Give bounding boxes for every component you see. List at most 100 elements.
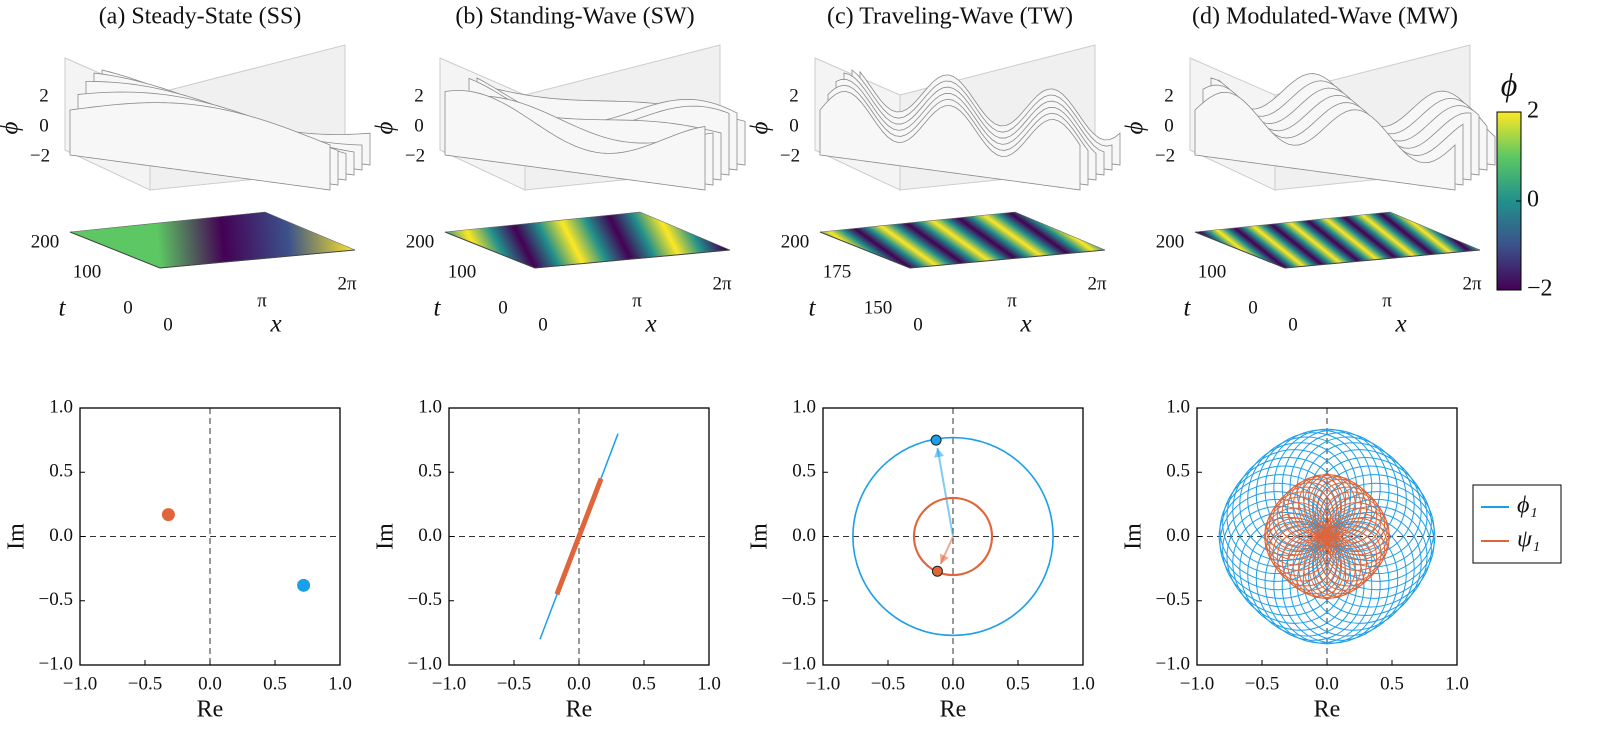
x-tick-label: 1.0 [328,673,352,694]
rosette-loop [1289,432,1399,550]
rosette-loop [1326,512,1390,571]
z-axis-label: ϕ [747,121,774,134]
t-tick-label: 200 [781,231,810,252]
y-tick-label: −1.0 [782,653,816,674]
z-tick-label: −2 [1155,145,1175,166]
t-tick-label: 0 [1248,297,1258,318]
axes-frame [1196,407,1458,666]
y-tick-label: −0.5 [408,589,442,610]
plot-area [823,408,1083,665]
colorbar-tick-label: 2 [1527,98,1539,124]
y-axis-label: Im [1121,523,1147,550]
x-tick-label: 0.0 [567,673,591,694]
x-tick-label: 0 [163,314,173,335]
surface-ribbon [444,90,706,191]
legend-label: ψ₁ [1517,527,1540,553]
rosette-loop [1303,535,1362,599]
y-tick-label: 1.0 [1166,396,1190,417]
axis-3d [444,231,536,269]
axes-frame [79,407,341,666]
x-tick-label: −1.0 [806,673,840,694]
y-axis-label: Im [747,523,773,550]
y-tick-label: −1.0 [1156,653,1190,674]
arrow-head [934,448,944,458]
x-axis-label: Re [1314,697,1341,723]
heatmap-floor [444,211,731,269]
point [931,565,943,577]
z-axis-label: ϕ [0,121,24,134]
y-axis-label: Im [4,523,30,550]
y-tick-label: 1.0 [792,396,816,417]
x-tick-label: 2π [712,273,732,294]
heatmap-floor [1194,211,1481,269]
rosette-loop [1255,523,1365,641]
z-axis-label: ϕ [372,121,399,134]
t-tick-label: 200 [1156,231,1185,252]
x-tick-label: 2π [337,273,357,294]
t-tick-label: 0 [123,297,133,318]
x-tick-label: 2π [1087,273,1107,294]
z-tick-label: 2 [39,85,49,106]
axes-frame [448,407,710,666]
y-tick-label: 1.0 [418,396,442,417]
t-tick-label: 100 [448,261,477,282]
panel-title: (d) Modulated-Wave (MW) [1192,4,1458,30]
axis-3d [69,231,161,269]
axes-3d [814,44,1121,269]
z-tick-label: 2 [414,85,424,106]
y-tick-label: 0.0 [418,525,442,546]
x-axis-label: Re [940,697,967,723]
x-tick-label: 0 [1288,314,1298,335]
x-tick-label: −1.0 [63,673,97,694]
y-tick-label: 0.5 [49,461,73,482]
y-tick-label: 0.0 [49,525,73,546]
x-axis-label: x [269,311,281,338]
rosette-loop [1292,474,1351,538]
x-tick-label: 1.0 [1445,673,1469,694]
t-tick-label: 200 [31,231,60,252]
rosette-loop [1323,522,1386,582]
z-axis-label: ϕ [1122,121,1149,134]
t-tick-label: 200 [406,231,435,252]
t-axis-label: t [809,295,817,322]
z-tick-label: 0 [39,115,49,136]
x-tick-label: −1.0 [1180,673,1214,694]
x-tick-label: 1.0 [697,673,721,694]
x-axis-label: x [644,311,656,338]
t-tick-label: 100 [1198,261,1227,282]
rosette-loop [1255,432,1365,550]
x-tick-label: 0.5 [263,673,287,694]
point [161,508,175,522]
rosette-loop [1289,523,1399,641]
x-tick-label: 0.5 [1006,673,1030,694]
panel-title: (a) Steady-State (SS) [99,4,302,30]
x-tick-label: 0.0 [198,673,222,694]
x-tick-label: 0.5 [632,673,656,694]
y-tick-label: 0.5 [418,461,442,482]
y-tick-label: −0.5 [1156,589,1190,610]
axis-3d [159,249,356,269]
x-tick-label: −0.5 [1245,673,1279,694]
t-axis-label: t [59,295,67,322]
panel-title: (c) Traveling-Wave (TW) [827,4,1073,30]
y-tick-label: −1.0 [408,653,442,674]
panel-title: (b) Standing-Wave (SW) [455,4,694,30]
x-tick-label: −0.5 [871,673,905,694]
z-tick-label: 0 [414,115,424,136]
x-tick-label: π [632,290,642,311]
z-tick-label: 2 [789,85,799,106]
x-tick-label: 0.0 [941,673,965,694]
y-tick-label: −0.5 [39,589,73,610]
x-tick-label: π [1007,290,1017,311]
plot-area [80,408,340,665]
x-axis-label: x [1019,311,1031,338]
axes-frame [822,407,1084,666]
x-tick-label: 2π [1462,273,1482,294]
arrow-head [939,553,949,564]
axis-3d [534,249,731,269]
x-tick-label: 0.0 [1315,673,1339,694]
x-axis-label: Re [566,697,593,723]
line [554,477,604,596]
plot-area [1197,408,1457,665]
